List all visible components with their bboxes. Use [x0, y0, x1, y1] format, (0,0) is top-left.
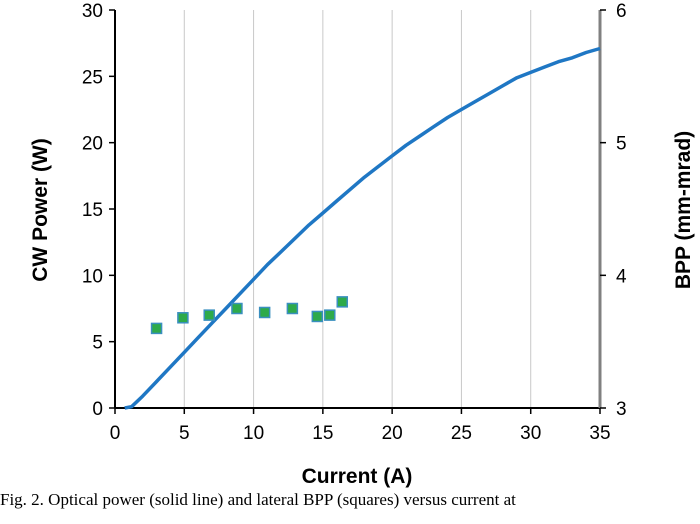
x-tick-label: 30 [520, 423, 541, 444]
y-tick-label: 15 [82, 200, 103, 221]
power-line [124, 46, 601, 410]
grid-layer [183, 10, 532, 408]
x-tick-label: 25 [451, 423, 472, 444]
figure-caption: Fig. 2. Optical power (solid line) and l… [0, 490, 516, 509]
bpp-point [203, 309, 215, 321]
y-tick-label: 0 [92, 399, 103, 420]
series-layer [124, 46, 601, 410]
y-tick-label: 5 [92, 333, 103, 354]
bpp-point [150, 322, 163, 335]
y-axis-title: CW Power (W) [29, 138, 52, 281]
y2-tick-label: 4 [616, 266, 627, 287]
x-tick-label: 35 [589, 423, 610, 444]
x-tick-label: 20 [382, 423, 403, 444]
y-tick-label: 30 [82, 1, 103, 22]
bpp-point [286, 302, 299, 315]
x-tick-label: 10 [243, 423, 264, 444]
y2-tick-label: 5 [616, 134, 627, 155]
y-tick-label: 25 [82, 67, 103, 88]
ticks-layer: 0 5 10 15 20 25 30 35 0 5 10 15 20 25 30 3 4 5 6 [82, 1, 627, 444]
chart: 0 5 10 15 20 25 30 35 0 5 10 15 20 25 30 3 4 5 6 Current (… [29, 1, 695, 488]
bpp-point [231, 302, 243, 315]
y2-tick-label: 3 [616, 399, 627, 420]
y-tick-label: 20 [82, 134, 103, 155]
bpp-point [324, 309, 336, 321]
bpp-point [311, 310, 324, 323]
bpp-point [177, 312, 189, 324]
x-tick-label: 15 [312, 423, 333, 444]
y-tick-label: 10 [82, 266, 103, 287]
bpp-point [258, 306, 271, 319]
bpp-point [336, 296, 349, 308]
x-tick-label: 5 [179, 423, 190, 444]
y2-axis-title: BPP (mm-mrad) [672, 131, 695, 289]
y2-tick-label: 6 [616, 1, 627, 22]
x-tick-label: 0 [110, 423, 121, 444]
x-axis-title: Current (A) [302, 465, 413, 488]
